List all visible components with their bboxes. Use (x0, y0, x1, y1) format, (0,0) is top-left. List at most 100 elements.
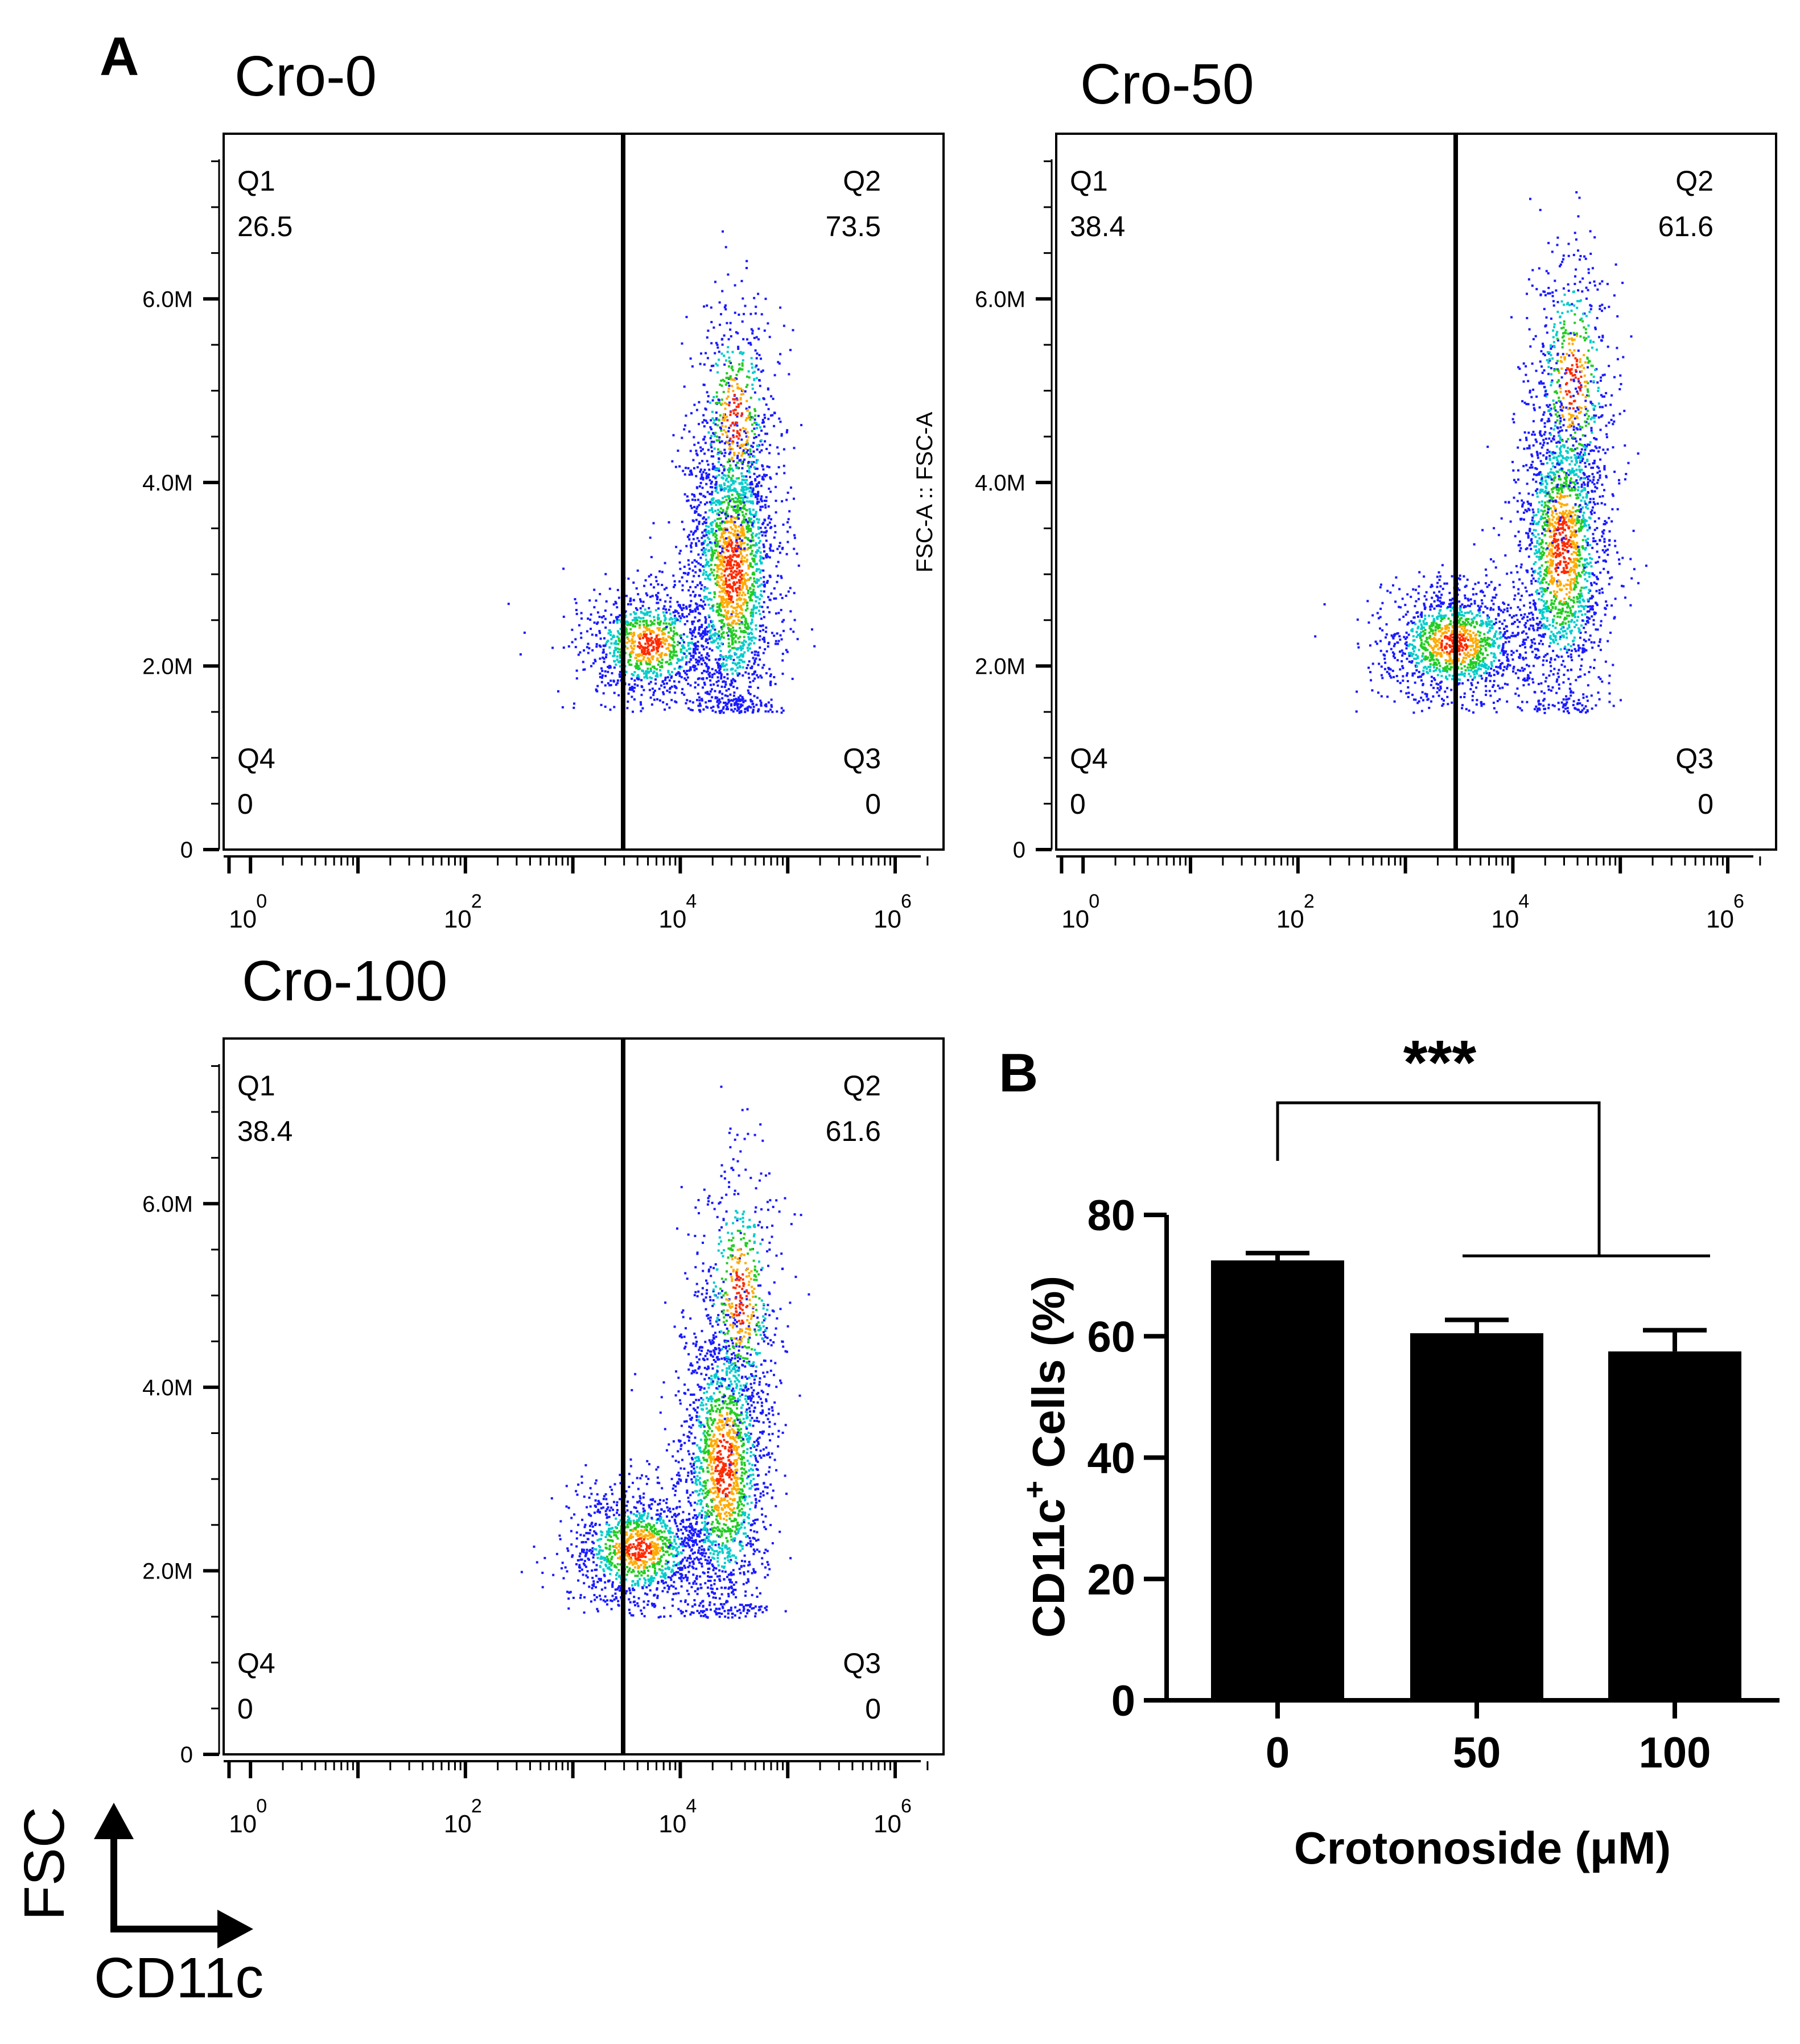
event-dot (1467, 652, 1469, 654)
event-dot (756, 493, 759, 496)
event-dot (763, 531, 765, 534)
event-dot (714, 490, 717, 493)
event-dot (723, 468, 726, 471)
event-dot (689, 647, 691, 650)
event-dot (742, 505, 745, 508)
event-dot (727, 688, 730, 690)
event-dot (706, 657, 709, 660)
event-dot (756, 498, 759, 501)
event-dot (676, 619, 679, 621)
event-dot (749, 622, 752, 625)
event-dot (738, 434, 741, 437)
event-dot (1436, 627, 1439, 630)
event-dot (645, 646, 648, 649)
event-dot (779, 353, 782, 356)
event-dot (726, 677, 729, 680)
event-dot (1419, 634, 1422, 637)
event-dot (742, 575, 745, 578)
event-dot (737, 504, 740, 507)
event-dot (1449, 650, 1452, 653)
event-dot (763, 550, 765, 553)
event-dot (642, 612, 645, 615)
event-dot (662, 693, 665, 695)
event-dot (1498, 620, 1501, 623)
event-dot (648, 657, 650, 660)
event-dot (689, 608, 691, 611)
event-dot (1485, 670, 1488, 673)
event-dot (1388, 672, 1391, 675)
event-dot (1413, 657, 1416, 660)
event-dot (687, 467, 690, 469)
event-dot (661, 665, 664, 667)
event-dot (730, 545, 732, 547)
event-dot (1424, 629, 1427, 632)
event-dot (1458, 682, 1461, 685)
event-dot (738, 597, 741, 600)
event-dot (1388, 641, 1391, 644)
event-dot (1431, 629, 1434, 632)
event-dot (697, 498, 699, 501)
event-dot (628, 664, 631, 666)
event-dot (740, 393, 743, 396)
event-dot (753, 662, 756, 665)
event-dot (1482, 665, 1485, 668)
event-dot (785, 649, 788, 652)
event-dot (1451, 678, 1453, 681)
event-dot (669, 596, 672, 599)
event-dot (743, 508, 746, 510)
event-dot (1420, 611, 1423, 614)
event-dot (1483, 633, 1486, 636)
event-dot (751, 461, 753, 464)
event-dot (1477, 609, 1480, 612)
event-dot (670, 699, 673, 702)
event-dot (1438, 626, 1441, 629)
event-dot (1445, 582, 1448, 585)
event-dot (705, 663, 708, 666)
event-dot (1399, 690, 1402, 693)
event-dot (775, 472, 778, 475)
event-dot (1394, 642, 1396, 645)
event-dot (714, 509, 716, 512)
event-dot (671, 623, 674, 625)
event-dot (744, 609, 747, 612)
event-dot (1444, 636, 1447, 638)
event-dot (646, 629, 649, 632)
event-dot (1434, 662, 1437, 665)
event-dot (704, 662, 707, 665)
event-dot (749, 599, 752, 601)
event-dot (709, 635, 712, 638)
event-dot (763, 601, 765, 604)
event-dot (782, 619, 785, 621)
event-dot (693, 649, 695, 652)
event-dot (1426, 622, 1428, 625)
event-dot (1460, 667, 1463, 670)
event-dot (1494, 587, 1497, 590)
event-dot (1420, 613, 1423, 616)
event-dot (717, 679, 720, 682)
event-dot (1478, 615, 1481, 617)
event-dot (724, 425, 727, 428)
event-dot (751, 599, 753, 601)
event-dot (618, 640, 620, 642)
event-dot (754, 554, 757, 557)
event-dot (609, 684, 612, 686)
event-dot (728, 500, 731, 502)
event-dot (660, 620, 662, 623)
event-dot (694, 571, 697, 574)
event-dot (761, 419, 764, 421)
event-dot (713, 419, 716, 422)
event-dot (717, 525, 720, 527)
event-dot (636, 677, 639, 680)
event-dot (738, 569, 741, 572)
event-dot (615, 640, 617, 642)
event-dot (613, 652, 616, 654)
event-dot (702, 541, 705, 544)
event-dot (710, 598, 713, 601)
event-dot (1478, 650, 1481, 653)
event-dot (1449, 605, 1452, 608)
event-dot (730, 658, 732, 660)
event-dot (1411, 621, 1414, 624)
event-dot (649, 615, 651, 617)
event-dot (699, 477, 702, 480)
event-dot (646, 652, 649, 654)
